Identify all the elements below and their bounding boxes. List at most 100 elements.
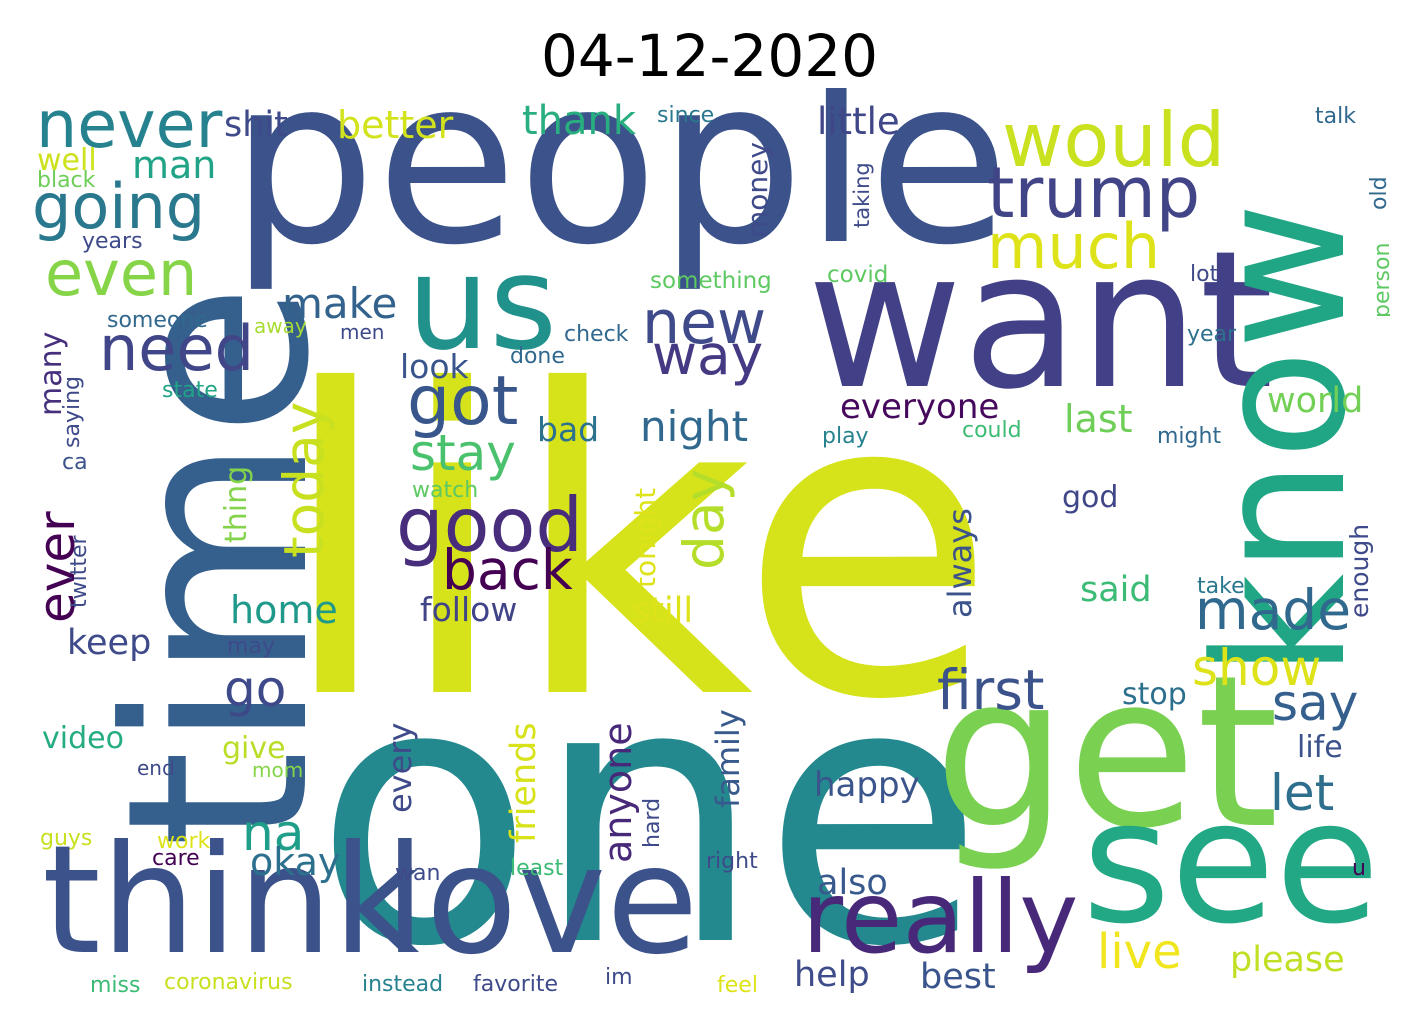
word-twitter: twitter xyxy=(67,535,92,608)
word-get: get xyxy=(934,630,1279,875)
word-night: night xyxy=(640,402,749,451)
word-old: old xyxy=(1367,176,1390,210)
word-video: video xyxy=(42,721,124,756)
word-new: new xyxy=(642,288,767,358)
word-would: would xyxy=(1002,96,1226,184)
word-na: na xyxy=(242,804,305,862)
chart-title: 04-12-2020 xyxy=(540,22,879,90)
word-day: day xyxy=(672,468,736,570)
word-guys: guys xyxy=(40,826,93,851)
word-today: today xyxy=(272,401,336,558)
word-okay: okay xyxy=(250,840,341,884)
word-need: need xyxy=(99,312,254,385)
word-something: something xyxy=(650,268,772,294)
word-could: could xyxy=(962,418,1022,443)
word-happy: happy xyxy=(814,765,920,805)
word-little: little xyxy=(817,100,900,143)
word-money: money xyxy=(741,142,774,238)
word-everyone: everyone xyxy=(840,387,1000,427)
word-anyone: anyone xyxy=(596,722,640,863)
word-cloud: like one people want know get time think love see… xyxy=(32,88,1390,1008)
word-coronavirus: coronavirus xyxy=(164,970,293,995)
word-back: back xyxy=(442,538,573,602)
word-best: best xyxy=(920,957,996,997)
word-done: done xyxy=(510,344,565,369)
word-play: play xyxy=(822,424,869,449)
word-lot: lot xyxy=(1190,262,1219,287)
word-someone: someone xyxy=(107,308,208,333)
word-world: world xyxy=(1267,381,1364,421)
word-still: still xyxy=(632,591,694,631)
word-take: take xyxy=(1197,574,1245,599)
word-well: well xyxy=(37,143,97,178)
word-keep: keep xyxy=(67,623,152,663)
word-every: every xyxy=(381,722,419,813)
word-think: think xyxy=(42,814,420,988)
word-mom: mom xyxy=(252,758,304,782)
word-talk: talk xyxy=(1315,104,1356,129)
word-taking: taking xyxy=(850,162,874,228)
word-last: last xyxy=(1064,397,1133,441)
word-let: let xyxy=(1270,764,1335,822)
word-first: first xyxy=(937,658,1045,722)
word-say: say xyxy=(1272,674,1359,732)
word-may: may xyxy=(227,634,275,659)
word-really: really xyxy=(802,859,1079,976)
word-help: help xyxy=(794,955,870,995)
word-people: people xyxy=(230,88,1010,296)
word-please: please xyxy=(1230,940,1345,980)
word-see: see xyxy=(1082,764,1380,962)
word-stay: stay xyxy=(410,424,516,482)
word-like: like xyxy=(277,303,998,792)
word-bad: bad xyxy=(537,410,600,449)
word-state: state xyxy=(162,378,218,403)
word-wan: wan xyxy=(395,861,441,886)
word-miss: miss xyxy=(90,973,141,998)
word-thing: thing xyxy=(219,465,254,543)
word-look: look xyxy=(400,347,469,386)
word-thank: thank xyxy=(522,98,637,144)
word-one: one xyxy=(314,606,984,1008)
word-man: man xyxy=(132,143,217,187)
word-ca: ca xyxy=(62,450,88,475)
word-said: said xyxy=(1080,570,1152,610)
word-saying: saying xyxy=(60,376,85,448)
word-life: life xyxy=(1297,730,1343,765)
word-also: also xyxy=(817,863,888,903)
word-work: work xyxy=(157,829,211,854)
word-since: since xyxy=(657,103,715,128)
word-stop: stop xyxy=(1122,677,1187,712)
word-feel: feel xyxy=(717,973,758,998)
word-want: want xyxy=(807,210,1274,431)
word-watch: watch xyxy=(412,478,479,503)
word-check: check xyxy=(564,322,629,347)
word-us: us xyxy=(407,227,558,379)
word-years: years xyxy=(82,229,143,254)
word-always: always xyxy=(941,508,979,618)
word-might: might xyxy=(1157,424,1222,449)
word-covid: covid xyxy=(827,262,889,288)
word-right: right xyxy=(706,849,758,874)
word-good: good xyxy=(396,481,583,569)
word-tonight: tonight xyxy=(629,487,662,588)
word-year: year xyxy=(1187,322,1237,347)
word-u: u xyxy=(1352,856,1366,881)
word-give: give xyxy=(222,731,286,766)
word-care: care xyxy=(152,846,200,871)
word-black: black xyxy=(37,168,96,193)
word-much: much xyxy=(987,210,1161,283)
word-got: got xyxy=(407,362,519,441)
word-away: away xyxy=(254,314,307,338)
word-follow: follow xyxy=(420,590,518,629)
word-instead: instead xyxy=(362,972,444,997)
word-hard: hard xyxy=(640,797,665,848)
word-favorite: favorite xyxy=(473,972,559,997)
word-friends: friends xyxy=(504,722,544,843)
word-go: go xyxy=(224,660,287,718)
word-going: going xyxy=(32,170,206,243)
word-person: person xyxy=(1370,242,1390,318)
word-least: least xyxy=(510,856,564,881)
word-trump: trump xyxy=(987,152,1201,234)
word-love: love xyxy=(384,814,699,988)
